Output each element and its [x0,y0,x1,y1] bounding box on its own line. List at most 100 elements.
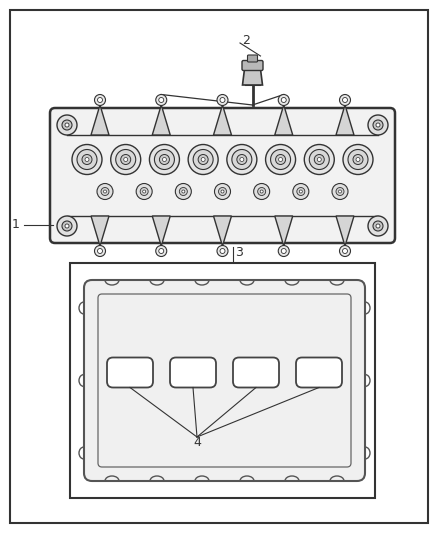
Circle shape [260,190,263,193]
Circle shape [368,115,388,135]
Circle shape [62,221,72,231]
Circle shape [232,149,252,169]
Polygon shape [275,216,293,246]
Circle shape [175,183,191,199]
Polygon shape [213,216,232,246]
Circle shape [304,144,334,174]
Bar [70,263,375,498]
Circle shape [314,155,324,165]
Circle shape [97,183,113,199]
Circle shape [221,190,224,193]
Circle shape [299,190,302,193]
Circle shape [339,246,350,256]
Circle shape [159,155,170,165]
Circle shape [376,224,380,228]
Circle shape [373,120,383,130]
Circle shape [237,155,247,165]
Circle shape [271,149,290,169]
Circle shape [103,190,106,193]
Circle shape [155,149,174,169]
Circle shape [220,248,225,254]
Polygon shape [336,216,354,246]
Circle shape [343,98,347,102]
Circle shape [140,188,148,196]
Circle shape [111,144,141,174]
Circle shape [343,248,347,254]
Circle shape [85,157,89,161]
FancyBboxPatch shape [247,55,258,62]
Circle shape [309,149,329,169]
Circle shape [156,94,167,106]
Circle shape [339,94,350,106]
Text: 1: 1 [12,219,20,231]
Circle shape [57,115,77,135]
Circle shape [281,98,286,102]
Circle shape [219,188,226,196]
Circle shape [159,248,164,254]
FancyBboxPatch shape [170,358,216,387]
Circle shape [368,216,388,236]
Circle shape [101,188,109,196]
Circle shape [116,149,136,169]
Circle shape [215,183,230,199]
Polygon shape [275,105,293,135]
Polygon shape [91,105,109,135]
Circle shape [72,144,102,174]
Circle shape [77,149,97,169]
Circle shape [217,94,228,106]
FancyBboxPatch shape [107,358,153,387]
Circle shape [98,98,102,102]
Circle shape [254,183,270,199]
Circle shape [336,188,344,196]
Circle shape [332,183,348,199]
Circle shape [156,246,167,256]
FancyBboxPatch shape [233,358,279,387]
Circle shape [278,246,289,256]
Circle shape [136,183,152,199]
Circle shape [281,248,286,254]
FancyBboxPatch shape [242,61,263,70]
Circle shape [162,157,166,161]
Circle shape [220,98,225,102]
Circle shape [149,144,180,174]
Circle shape [258,188,266,196]
FancyBboxPatch shape [296,358,342,387]
Circle shape [65,123,69,127]
Polygon shape [213,105,232,135]
Polygon shape [152,105,170,135]
Circle shape [198,155,208,165]
Circle shape [276,155,286,165]
Circle shape [193,149,213,169]
Polygon shape [243,69,262,85]
Circle shape [95,246,106,256]
Circle shape [265,144,296,174]
Circle shape [343,144,373,174]
Circle shape [98,248,102,254]
Circle shape [95,94,106,106]
Circle shape [217,246,228,256]
Circle shape [121,155,131,165]
Circle shape [240,157,244,161]
Circle shape [65,224,69,228]
Circle shape [179,188,187,196]
Circle shape [57,216,77,236]
Circle shape [182,190,185,193]
Circle shape [293,183,309,199]
Circle shape [356,157,360,161]
Circle shape [143,190,146,193]
Text: 2: 2 [242,35,250,47]
Polygon shape [336,105,354,135]
Circle shape [124,157,128,161]
Circle shape [62,120,72,130]
Circle shape [188,144,218,174]
Circle shape [317,157,321,161]
Text: 4: 4 [193,437,201,449]
Circle shape [297,188,305,196]
FancyBboxPatch shape [50,108,395,243]
Circle shape [159,98,164,102]
Circle shape [279,157,283,161]
Circle shape [376,123,380,127]
Text: 3: 3 [235,246,243,259]
Circle shape [201,157,205,161]
Circle shape [353,155,363,165]
